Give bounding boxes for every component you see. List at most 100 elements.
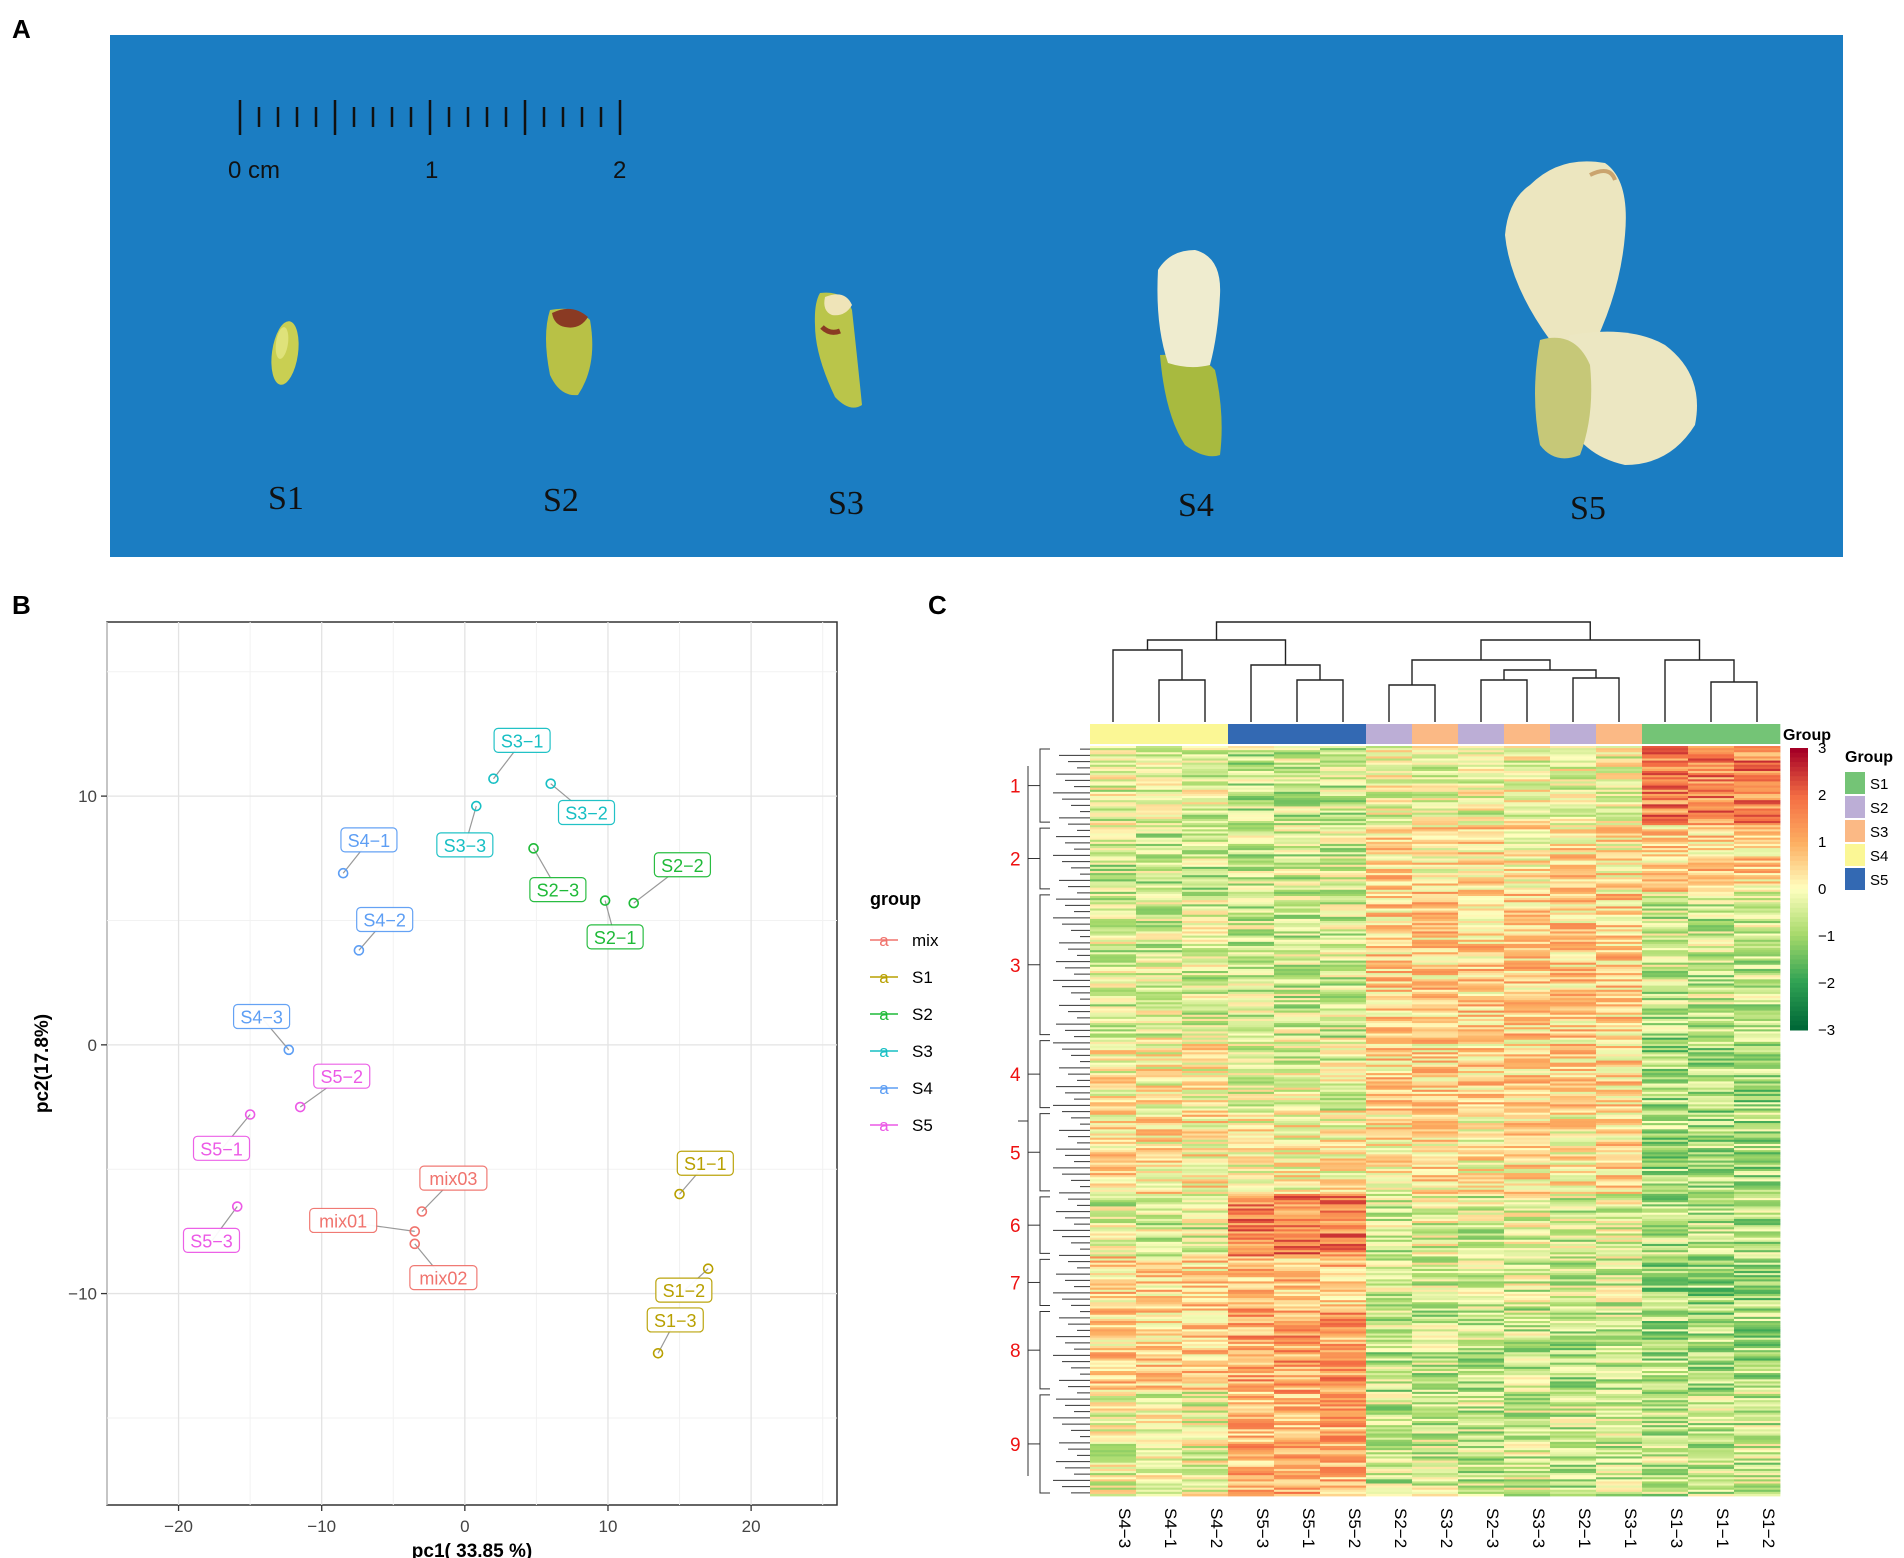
heatmap-cell [1642,941,1689,945]
heatmap-cell [1228,833,1275,836]
heatmap-cell [1504,1308,1551,1311]
heatmap-cell [1688,758,1735,761]
heatmap-cell [1550,781,1597,784]
heatmap-cell [1366,896,1413,899]
heatmap-cell [1504,1006,1551,1009]
heatmap-cell [1550,1327,1597,1330]
heatmap-cell [1090,839,1137,843]
heatmap-cell [1090,1204,1137,1207]
heatmap-cell [1688,766,1735,770]
heatmap-cell [1504,1123,1551,1126]
heatmap-cell [1642,975,1689,978]
heatmap-cell [1688,1260,1735,1264]
heatmap-cell [1504,1341,1551,1345]
pca-x-tick-label: 10 [599,1517,618,1536]
heatmap-cell [1366,1379,1413,1382]
heatmap-cell [1734,1400,1781,1403]
heatmap-cell [1458,950,1505,953]
heatmap-cell [1412,1264,1459,1268]
heatmap-cell [1458,977,1505,980]
heatmap-cell [1688,1241,1735,1245]
heatmap-cell [1734,979,1781,982]
heatmap-cell [1136,1043,1183,1047]
heatmap-cell [1550,848,1597,851]
heatmap-cell [1412,1185,1459,1189]
heatmap-cell [1366,885,1413,889]
heatmap-cell [1228,775,1275,778]
heatmap-cell [1412,1083,1459,1086]
heatmap-cell [1228,956,1275,959]
heatmap-cell [1366,946,1413,949]
heatmap-cell [1550,1025,1597,1028]
heatmap-cell [1228,1387,1275,1391]
heatmap-cell [1458,1348,1505,1351]
heatmap-cell [1412,1398,1459,1401]
heatmap-cell [1228,939,1275,943]
heatmap-cell [1320,927,1367,930]
heatmap-cell [1090,1127,1137,1130]
heatmap-cell [1642,1343,1689,1347]
heatmap-cell [1274,1133,1321,1136]
heatmap-cell [1550,975,1597,978]
heatmap-cell [1458,916,1505,920]
pca-label-box [232,1003,291,1030]
heatmap-cell [1550,1037,1597,1041]
heatmap-cell [1366,1071,1413,1074]
heatmap-cell [1504,941,1551,945]
heatmap-cell [1734,768,1781,772]
heatmap-cell [1642,1268,1689,1272]
heatmap-cell [1090,1283,1137,1286]
heatmap-cell [1090,1018,1137,1022]
heatmap-cell [1550,866,1597,870]
heatmap-cell [1642,804,1689,807]
heatmap-cell [1090,766,1137,770]
heatmap-cell [1182,929,1229,932]
heatmap-cell [1550,1002,1597,1005]
heatmap-cell [1366,793,1413,797]
heatmap-cell [1366,823,1413,826]
heatmap-cell [1228,1181,1275,1184]
heatmap-cell [1090,1327,1137,1330]
heatmap-cell [1182,756,1229,759]
heatmap-cell [1642,783,1689,786]
heatmap-cell [1458,1381,1505,1384]
heatmap-cell [1688,810,1735,814]
heatmap-cell [1550,1283,1597,1286]
heatmap-cell [1320,1048,1367,1051]
heatmap-cell [1596,891,1643,895]
heatmap-cell [1642,1083,1689,1086]
heatmap-cell [1504,1146,1551,1149]
heatmap-cell [1596,1185,1643,1189]
heatmap-cell [1090,1075,1137,1078]
heatmap-cell [1504,785,1551,789]
heatmap-cell [1734,814,1781,818]
heatmap-cell [1596,1198,1643,1201]
heatmap-cell [1320,1235,1367,1239]
heatmap-cell [1228,1025,1275,1028]
heatmap-cell [1458,1221,1505,1224]
heatmap-cell [1642,1046,1689,1049]
heatmap-cell [1458,1200,1505,1203]
heatmap-cell [1182,1104,1229,1107]
heatmap-cell [1504,1337,1551,1341]
heatmap-cell [1688,825,1735,828]
heatmap-cell [1642,793,1689,797]
heatmap-cell [1320,1264,1367,1268]
heatmap-cell [1412,1050,1459,1053]
heatmap-cell [1504,1281,1551,1284]
heatmap-cell [1550,877,1597,880]
heatmap-cell [1642,929,1689,932]
heatmap-cell [1228,1368,1275,1372]
heatmap-cell [1688,904,1735,907]
heatmap-cell [1596,1010,1643,1014]
heatmap-cell [1642,939,1689,943]
heatmap-cell [1182,937,1229,941]
heatmap-cell [1550,1183,1597,1186]
heatmap-cell [1090,775,1137,778]
heatmap-cell [1596,1016,1643,1020]
heatmap-cell [1734,1404,1781,1407]
heatmap-cell [1136,764,1183,768]
heatmap-cell [1136,1402,1183,1405]
heatmap-cell [1504,771,1551,774]
heatmap-cell [1090,1006,1137,1009]
